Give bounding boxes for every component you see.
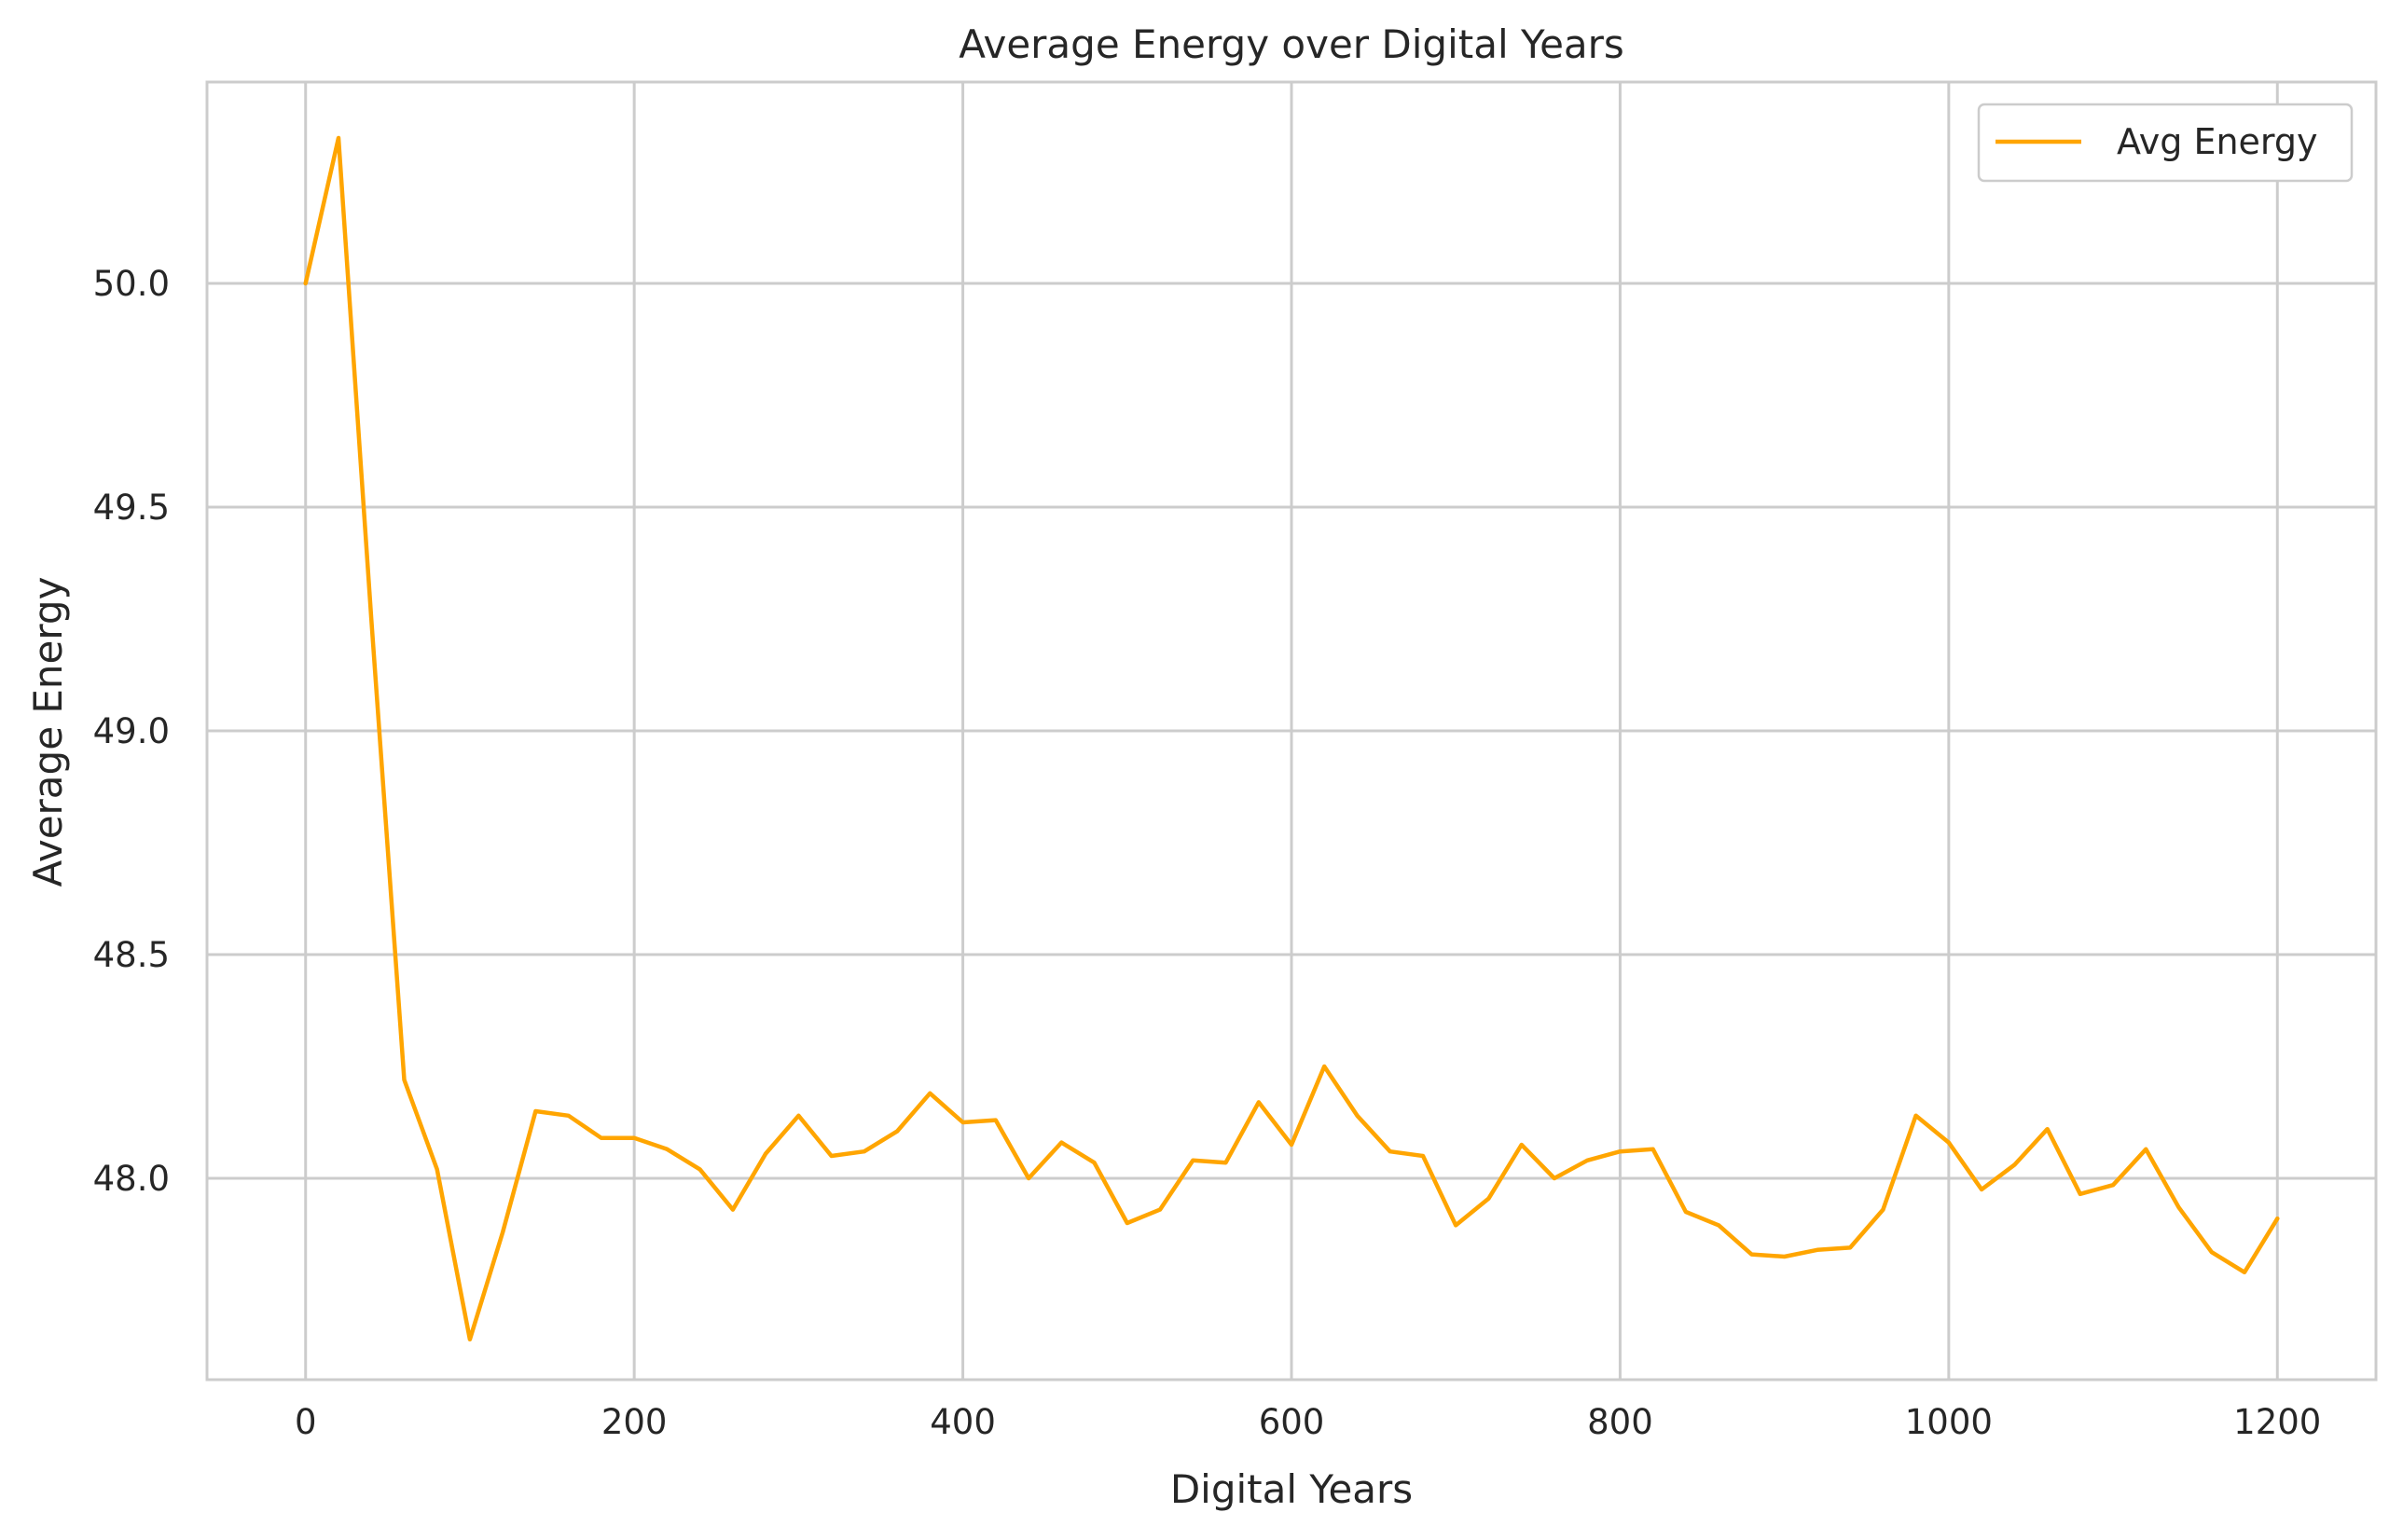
data-point bbox=[2111, 1183, 2115, 1187]
data-point bbox=[304, 282, 308, 285]
data-point bbox=[764, 1152, 767, 1156]
data-point bbox=[337, 136, 340, 140]
data-point bbox=[1881, 1208, 1885, 1212]
data-point bbox=[1914, 1114, 1918, 1118]
data-point bbox=[567, 1114, 571, 1118]
data-point bbox=[830, 1154, 834, 1158]
y-axis-ticks: 48.0 48.5 49.0 49.5 50.0 bbox=[93, 264, 170, 1199]
data-point bbox=[435, 1167, 439, 1171]
chart-title: Average Energy over Digital Years bbox=[959, 21, 1624, 67]
data-point bbox=[796, 1114, 800, 1118]
data-point bbox=[1158, 1208, 1162, 1212]
x-tick-label: 1000 bbox=[1905, 1402, 1993, 1442]
x-tick-label: 600 bbox=[1259, 1402, 1325, 1442]
data-point bbox=[961, 1121, 965, 1124]
y-tick-label: 49.5 bbox=[93, 488, 170, 528]
data-point bbox=[1783, 1255, 1787, 1258]
data-point bbox=[1224, 1161, 1228, 1164]
data-point bbox=[1093, 1161, 1097, 1164]
data-point bbox=[468, 1338, 472, 1341]
data-point bbox=[1816, 1248, 1819, 1252]
data-point bbox=[665, 1148, 669, 1151]
data-point bbox=[1059, 1141, 1063, 1145]
grid-lines bbox=[207, 82, 2376, 1380]
data-point bbox=[1980, 1188, 1983, 1191]
data-point bbox=[1322, 1065, 1326, 1068]
data-point bbox=[2078, 1192, 2082, 1196]
data-point bbox=[863, 1149, 866, 1153]
data-point bbox=[928, 1092, 932, 1095]
data-point bbox=[1421, 1154, 1425, 1158]
data-point bbox=[731, 1208, 735, 1212]
data-point bbox=[1126, 1221, 1129, 1225]
y-tick-label: 48.0 bbox=[93, 1159, 170, 1199]
x-tick-label: 800 bbox=[1587, 1402, 1653, 1442]
data-point bbox=[1191, 1159, 1195, 1162]
data-point bbox=[402, 1078, 406, 1081]
data-point bbox=[1027, 1176, 1030, 1180]
data-point bbox=[632, 1136, 636, 1140]
plot-area-frame bbox=[205, 80, 2378, 1382]
x-axis-ticks: 0 200 400 600 800 1000 1200 bbox=[295, 1402, 2321, 1442]
data-point bbox=[1486, 1197, 1490, 1201]
data-point bbox=[1618, 1149, 1622, 1153]
legend-label-avg-energy: Avg Energy bbox=[2117, 121, 2318, 162]
data-point bbox=[2275, 1217, 2279, 1220]
y-tick-label: 50.0 bbox=[93, 264, 170, 304]
x-tick-label: 0 bbox=[295, 1402, 317, 1442]
legend: Avg Energy bbox=[1977, 103, 2354, 183]
y-tick-label: 49.0 bbox=[93, 711, 170, 751]
data-point bbox=[600, 1136, 603, 1140]
data-point bbox=[2210, 1250, 2214, 1254]
x-tick-label: 1200 bbox=[2233, 1402, 2321, 1442]
data-point bbox=[2046, 1127, 2050, 1131]
x-tick-label: 400 bbox=[930, 1402, 996, 1442]
data-point bbox=[1257, 1100, 1261, 1104]
x-axis-title: Digital Years bbox=[1170, 1466, 1413, 1512]
data-point bbox=[2243, 1271, 2246, 1274]
data-point bbox=[1355, 1114, 1359, 1118]
data-point bbox=[1520, 1143, 1524, 1147]
data-point bbox=[1749, 1253, 1753, 1257]
data-point bbox=[1553, 1176, 1556, 1180]
legend-box bbox=[1977, 103, 2354, 183]
data-point bbox=[1388, 1149, 1392, 1153]
data-point bbox=[1651, 1148, 1655, 1151]
x-tick-label: 200 bbox=[601, 1402, 668, 1442]
data-point bbox=[1848, 1245, 1852, 1249]
data-point bbox=[1290, 1143, 1293, 1147]
data-point bbox=[698, 1167, 702, 1171]
data-point bbox=[994, 1119, 998, 1122]
data-point bbox=[2012, 1163, 2016, 1167]
data-point bbox=[1947, 1141, 1951, 1145]
y-axis-title: Average Energy bbox=[25, 577, 71, 887]
data-point bbox=[501, 1231, 504, 1234]
y-tick-label: 48.5 bbox=[93, 935, 170, 975]
data-point bbox=[1454, 1223, 1457, 1227]
series-line-avg-energy bbox=[303, 135, 2280, 1342]
data-point bbox=[1684, 1210, 1688, 1214]
data-point bbox=[2177, 1205, 2181, 1209]
data-point bbox=[533, 1109, 537, 1113]
data-point bbox=[1717, 1223, 1720, 1227]
data-point bbox=[895, 1130, 899, 1134]
data-point bbox=[2144, 1148, 2148, 1151]
series-layer bbox=[303, 135, 2280, 1342]
data-point bbox=[369, 617, 373, 621]
data-point bbox=[1585, 1159, 1589, 1162]
